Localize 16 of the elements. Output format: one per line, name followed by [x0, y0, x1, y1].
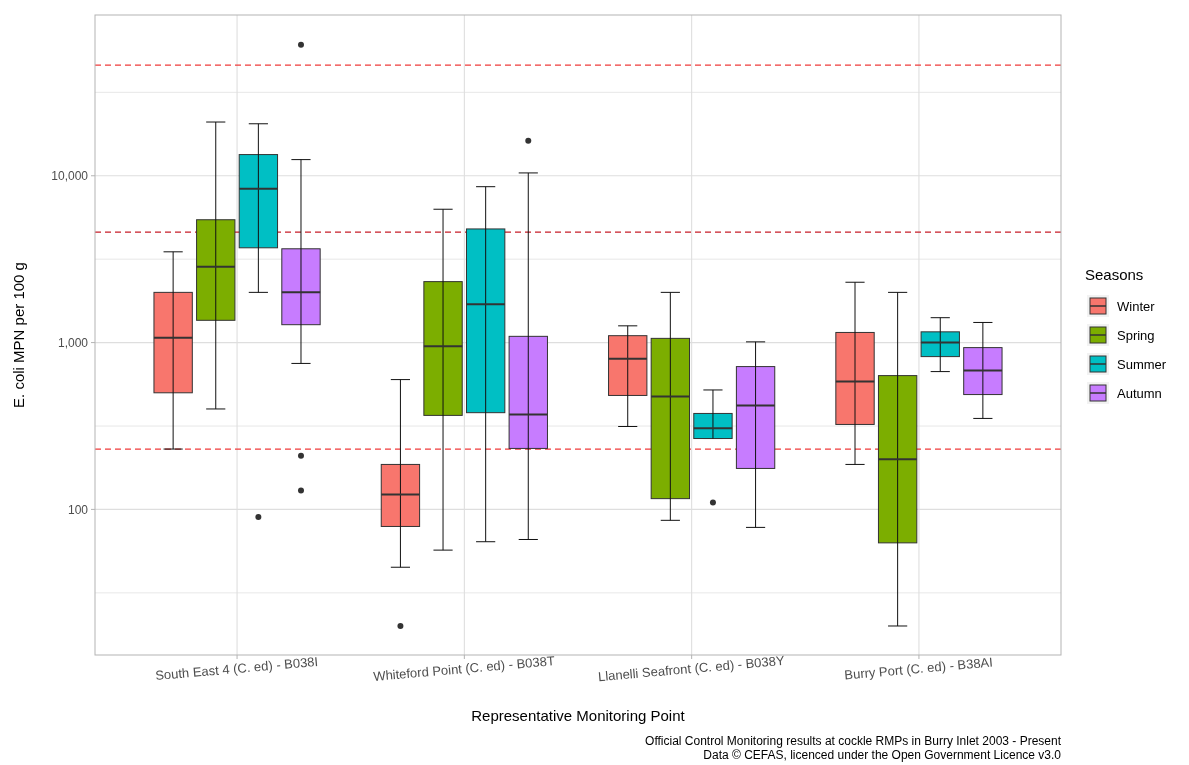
text: Official Control Monitoring results at cockle RMPs in Burry Inlet 2003 - Present — [645, 734, 1062, 748]
x-tick-label: Whiteford Point (C. ed) - B038T — [372, 653, 556, 684]
y-axis-title: E. coli MPN per 100 g — [10, 262, 27, 408]
y-tick-label: 10,000 — [51, 168, 89, 183]
text: Data © CEFAS, licenced under the Open Government Licence v3.0 — [703, 748, 1062, 762]
legend-label: Winter — [1117, 298, 1156, 314]
legend-label: Spring — [1117, 327, 1155, 343]
x-tick-label: Burry Port (C. ed) - B38AI — [843, 654, 994, 683]
legend-title: Seasons — [1085, 266, 1144, 283]
legend-label: Summer — [1117, 356, 1167, 372]
x-tick-label: South East 4 (C. ed) - B038I — [154, 653, 319, 684]
y-tick-label: 1,000 — [57, 335, 89, 350]
y-tick-label: 100 — [67, 502, 89, 517]
x-axis-title: Representative Monitoring Point — [471, 707, 686, 724]
x-tick-label: Llanelli Seafront (C. ed) - B038Y — [597, 652, 786, 685]
legend-label: Autumn — [1117, 385, 1162, 401]
